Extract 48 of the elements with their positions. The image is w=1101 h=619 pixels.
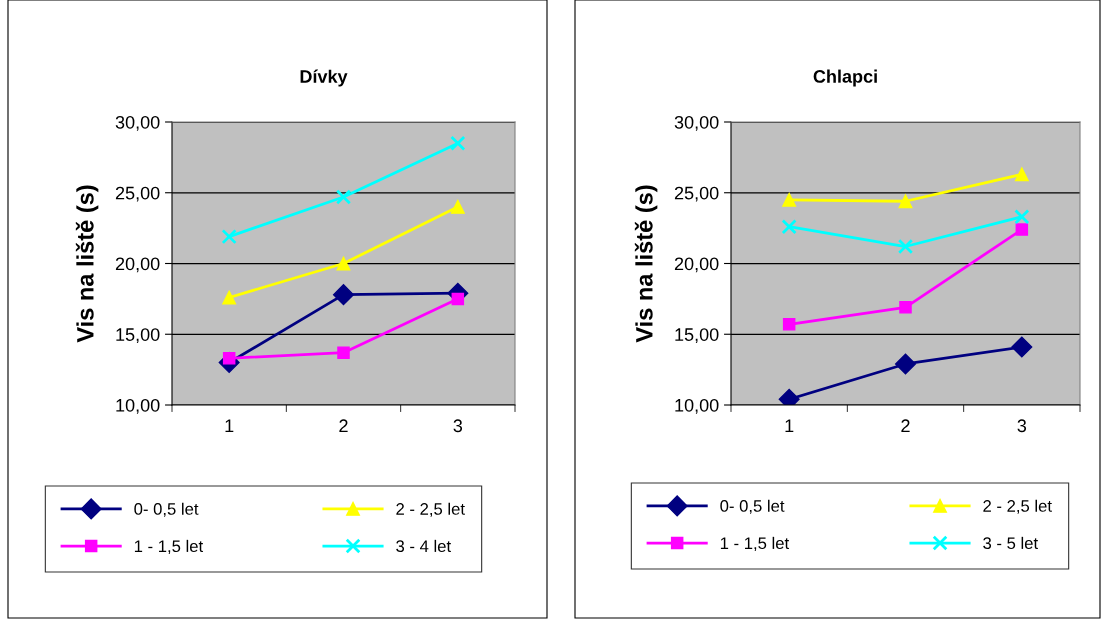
legend-label: 3 - 4 let <box>396 539 451 553</box>
y-tick-label: 30,00 <box>674 115 719 131</box>
y-tick-label: 30,00 <box>115 115 160 131</box>
legend-label: 3 - 5 let <box>983 536 1038 550</box>
legend-label: 2 - 2,5 let <box>983 499 1052 514</box>
point <box>336 256 351 271</box>
legend-label: 0- 0,5 let <box>720 499 785 514</box>
point <box>335 189 352 205</box>
point <box>782 318 796 331</box>
x-tick-label: 1 <box>225 419 234 432</box>
y-tick-label: 15,00 <box>675 328 719 344</box>
y-tick-label: 15,00 <box>116 328 160 344</box>
point <box>332 284 355 306</box>
point <box>1015 223 1029 236</box>
point <box>897 238 914 255</box>
y-tick-label: 25,00 <box>674 186 719 202</box>
point <box>337 346 350 359</box>
point <box>899 301 912 314</box>
point <box>1011 336 1033 358</box>
legend-label: 2 - 2,5 let <box>396 502 465 517</box>
point <box>222 290 237 305</box>
x-tick-label: 3 <box>1017 419 1027 433</box>
x-tick-label: 2 <box>339 419 348 432</box>
point <box>450 199 465 214</box>
x-tick-label: 2 <box>901 419 910 432</box>
y-tick-label: 20,00 <box>674 257 719 273</box>
chart-title: Dívky <box>300 69 348 87</box>
y-tick-label: 10,00 <box>675 398 719 414</box>
point <box>221 228 237 245</box>
legend-label: 1 - 1,5 let <box>134 539 204 555</box>
x-tick-label: 3 <box>453 419 463 433</box>
legend-label: 0- 0,5 let <box>134 502 199 517</box>
legend-label: 1 - 1,5 let <box>720 536 790 552</box>
chart-title: Chlapci <box>813 69 877 87</box>
y-tick-label: 10,00 <box>116 398 160 414</box>
point <box>1014 167 1029 182</box>
y-axis-title: Vis na liště (s) <box>634 185 658 343</box>
point <box>781 219 797 235</box>
y-tick-label: 20,00 <box>115 257 160 273</box>
point <box>450 135 466 151</box>
point <box>451 292 465 306</box>
point <box>894 353 917 375</box>
point <box>1014 209 1030 225</box>
point <box>782 192 797 207</box>
x-tick-label: 1 <box>785 419 794 432</box>
y-axis-title: Vis na liště (s) <box>75 185 99 343</box>
y-tick-label: 25,00 <box>115 186 160 202</box>
point <box>898 194 913 209</box>
